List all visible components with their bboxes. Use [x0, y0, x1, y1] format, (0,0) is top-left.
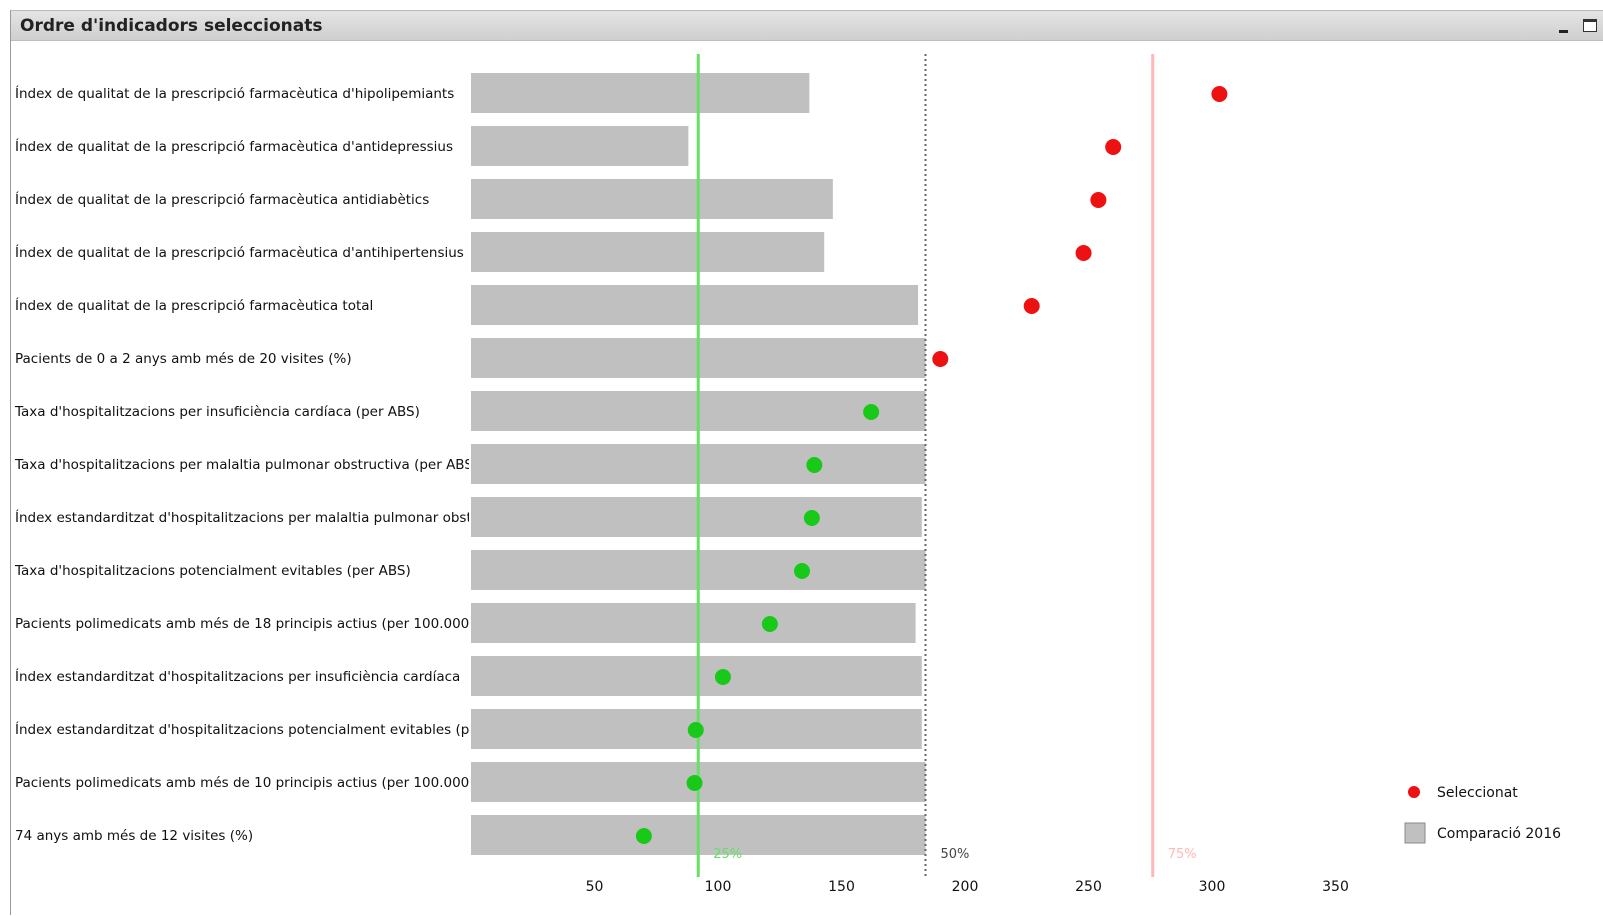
bar-comparacio-2016[interactable] [471, 656, 922, 696]
point-seleccionat[interactable] [761, 616, 778, 632]
point-seleccionat[interactable] [687, 722, 704, 738]
point-seleccionat[interactable] [1023, 298, 1040, 314]
reference-lines-layer: 25% 50% 75% [696, 54, 1197, 877]
row-label: Índex estandarditzat d'hospitalitzacions… [15, 668, 460, 685]
x-tick-label: 50 [586, 879, 604, 895]
row-label: Índex de qualitat de la prescripció farm… [15, 191, 429, 208]
row-label: 74 anys amb més de 12 visites (%) [15, 828, 253, 844]
row-label: Taxa d'hospitalitzacions potencialment e… [14, 563, 411, 579]
point-seleccionat[interactable] [932, 351, 949, 367]
bar-comparacio-2016[interactable] [471, 73, 810, 113]
bar-comparacio-2016[interactable] [471, 232, 825, 272]
point-seleccionat[interactable] [1211, 86, 1228, 102]
x-tick-label: 250 [1075, 879, 1102, 895]
bar-comparacio-2016[interactable] [471, 285, 919, 325]
point-seleccionat[interactable] [1105, 139, 1122, 155]
row-label: Índex de qualitat de la prescripció farm… [15, 85, 454, 102]
bar-comparacio-2016[interactable] [471, 497, 922, 537]
bar-comparacio-2016[interactable] [471, 603, 916, 643]
row-label: Índex de qualitat de la prescripció farm… [15, 244, 464, 261]
point-seleccionat[interactable] [1090, 192, 1107, 208]
x-tick-label: 350 [1322, 879, 1349, 895]
row-labels-layer: Índex de qualitat de la prescripció farm… [14, 85, 520, 844]
chart-svg: 25% 50% 75% Índex de qualitat de la prescr… [14, 54, 1561, 895]
point-seleccionat[interactable] [686, 775, 703, 791]
chart-panel: Ordre d'indicadors seleccionats 25% 50% 75… [10, 10, 1603, 915]
legend-label: Comparació 2016 [1437, 826, 1561, 842]
row-label: Pacients polimedicats amb més de 10 prin… [15, 775, 475, 791]
x-tick-label: 200 [952, 879, 979, 895]
point-seleccionat[interactable] [714, 669, 731, 685]
row-label: Índex estandarditzat d'hospitalitzacions… [15, 721, 520, 738]
point-seleccionat[interactable] [863, 404, 880, 420]
point-seleccionat[interactable] [1075, 245, 1092, 261]
row-label: Taxa d'hospitalitzacions per insuficiènc… [14, 404, 420, 420]
legend-label: Seleccionat [1437, 785, 1518, 801]
point-seleccionat[interactable] [806, 457, 823, 473]
reference-line-label: 75% [1168, 847, 1197, 862]
point-seleccionat[interactable] [635, 828, 652, 844]
bar-comparacio-2016[interactable] [471, 126, 689, 166]
x-tick-label: 100 [705, 879, 732, 895]
reference-line-label: 25% [713, 847, 742, 862]
reference-line-label: 50% [940, 847, 969, 862]
x-axis-ticks-layer: 50 100 150 200 250 300 350 [586, 879, 1349, 895]
point-seleccionat[interactable] [803, 510, 820, 526]
row-label: Índex estandarditzat d'hospitalitzacions… [15, 509, 519, 526]
maximize-button[interactable] [1583, 19, 1597, 32]
x-tick-label: 300 [1199, 879, 1226, 895]
legend: Seleccionat Comparació 2016 [1404, 785, 1561, 844]
legend-square-icon [1404, 822, 1426, 844]
panel-title: Ordre d'indicadors seleccionats [20, 16, 323, 36]
bar-comparacio-2016[interactable] [471, 179, 833, 219]
row-label: Taxa d'hospitalitzacions per malaltia pu… [14, 457, 478, 473]
row-label: Pacients polimedicats amb més de 18 prin… [15, 616, 475, 632]
row-label: Índex de qualitat de la prescripció farm… [15, 297, 373, 314]
row-label: Pacients de 0 a 2 anys amb més de 20 vis… [15, 351, 352, 367]
panel-header: Ordre d'indicadors seleccionats [11, 11, 1603, 41]
point-seleccionat[interactable] [793, 563, 810, 579]
x-tick-label: 150 [828, 879, 855, 895]
row-label: Índex de qualitat de la prescripció farm… [15, 138, 453, 155]
legend-dot-icon [1408, 786, 1420, 798]
points-layer [635, 86, 1228, 844]
minimize-button[interactable] [1559, 23, 1569, 33]
